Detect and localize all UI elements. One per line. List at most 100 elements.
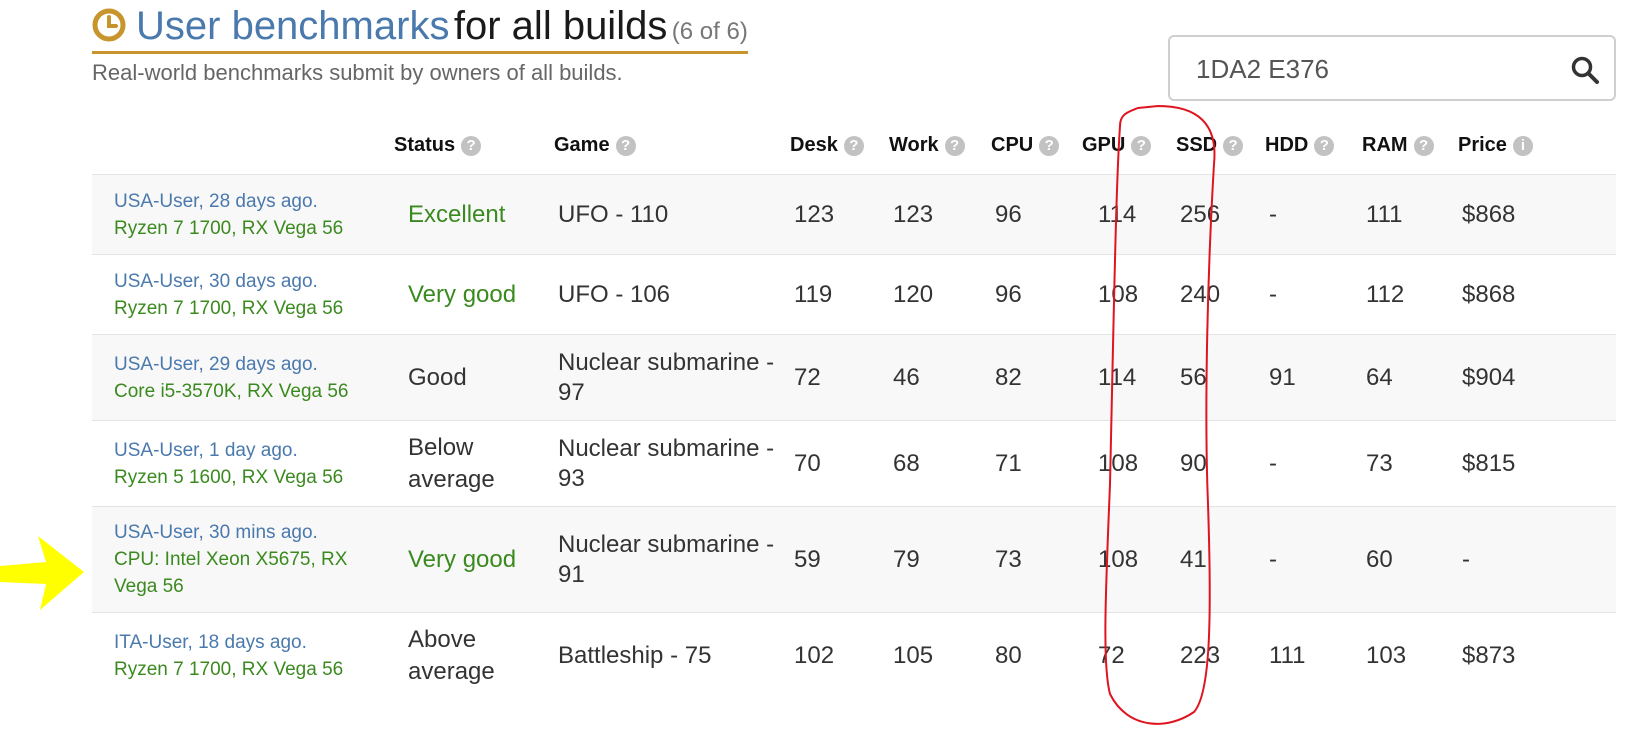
clock-icon xyxy=(92,8,126,47)
help-icon[interactable]: ? xyxy=(1223,136,1244,157)
col-header-status[interactable]: Status? xyxy=(394,118,554,175)
search-icon[interactable] xyxy=(1570,55,1600,90)
help-icon[interactable]: ? xyxy=(1039,136,1060,157)
col-header-game[interactable]: Game? xyxy=(554,118,790,175)
help-icon[interactable]: ? xyxy=(1314,136,1335,157)
search-input[interactable] xyxy=(1194,51,1558,87)
user-cell: USA-User, 28 days ago. Ryzen 7 1700, RX V… xyxy=(92,175,394,255)
help-icon[interactable]: ? xyxy=(944,136,965,157)
desk-cell: 59 xyxy=(794,545,821,573)
user-link[interactable]: USA-User, 28 days ago. xyxy=(114,190,318,212)
ram-cell: 112 xyxy=(1366,280,1405,308)
build-link[interactable]: Ryzen 5 1600, RX Vega 56 xyxy=(114,466,344,488)
col-header-cpu[interactable]: CPU? xyxy=(991,118,1082,175)
price-cell: - xyxy=(1462,545,1470,573)
user-cell: USA-User, 30 days ago. Ryzen 7 1700, RX V… xyxy=(92,255,394,335)
ssd-cell: 56 xyxy=(1180,363,1207,391)
user-cell: USA-User, 30 mins ago. CPU: Intel Xeon X5… xyxy=(92,507,394,613)
gpu-cell: 72 xyxy=(1098,641,1125,669)
hdd-cell: 111 xyxy=(1269,641,1306,669)
build-link[interactable]: Ryzen 7 1700, RX Vega 56 xyxy=(114,658,344,680)
user-link[interactable]: ITA-User, 18 days ago. xyxy=(114,631,307,653)
col-header-desk[interactable]: Desk? xyxy=(790,118,889,175)
status-cell: Excellent xyxy=(408,200,506,228)
ssd-cell: 256 xyxy=(1180,200,1221,228)
build-link[interactable]: Ryzen 7 1700, RX Vega 56 xyxy=(114,297,344,319)
result-count: (6 of 6) xyxy=(671,18,748,45)
col-header-hdd[interactable]: HDD? xyxy=(1265,118,1362,175)
cpu-cell: 73 xyxy=(995,545,1022,573)
game-cell: Nuclear submarine - 97 xyxy=(558,348,775,406)
ram-cell: 73 xyxy=(1366,449,1393,477)
page-header: User benchmarks for all builds (6 of 6) xyxy=(92,4,748,54)
hdd-cell: - xyxy=(1269,545,1277,573)
game-cell: Nuclear submarine - 93 xyxy=(558,434,775,492)
game-cell: UFO - 110 xyxy=(558,200,669,228)
help-icon[interactable]: ? xyxy=(461,136,482,157)
hdd-cell: - xyxy=(1269,280,1277,308)
desk-cell: 102 xyxy=(794,641,835,669)
search-box xyxy=(1168,35,1616,101)
ram-cell: 103 xyxy=(1366,641,1407,669)
game-cell: UFO - 106 xyxy=(558,280,671,308)
user-cell: USA-User, 1 day ago. Ryzen 5 1600, RX Veg… xyxy=(92,421,394,507)
ram-cell: 64 xyxy=(1366,363,1393,391)
user-link[interactable]: USA-User, 30 days ago. xyxy=(114,270,318,292)
benchmarks-table: Status? Game? Desk? Work? CPU? GPU? SSD?… xyxy=(92,118,1616,699)
help-icon[interactable]: ? xyxy=(1413,136,1434,157)
user-link[interactable]: USA-User, 29 days ago. xyxy=(114,353,318,375)
game-cell: Battleship - 75 xyxy=(558,641,712,669)
col-header-work[interactable]: Work? xyxy=(889,118,991,175)
build-link[interactable]: Core i5-3570K, RX Vega 56 xyxy=(114,380,349,402)
help-icon[interactable]: ? xyxy=(615,136,636,157)
game-cell: Nuclear submarine - 91 xyxy=(558,530,775,588)
col-header-ssd[interactable]: SSD? xyxy=(1176,118,1265,175)
info-icon[interactable]: i xyxy=(1512,136,1533,157)
table-row: USA-User, 30 mins ago. CPU: Intel Xeon X5… xyxy=(92,506,1616,613)
table-row: USA-User, 1 day ago. Ryzen 5 1600, RX Veg… xyxy=(92,420,1616,507)
build-link[interactable]: CPU: Intel Xeon X5675, RX Vega 56 xyxy=(114,549,348,597)
user-cell: ITA-User, 18 days ago. Ryzen 7 1700, RX V… xyxy=(92,613,394,699)
ssd-cell: 223 xyxy=(1180,641,1221,669)
hdd-cell: - xyxy=(1269,449,1277,477)
status-cell: Very good xyxy=(408,280,517,308)
title-link[interactable]: User benchmarks xyxy=(136,4,450,48)
col-header-ram[interactable]: RAM? xyxy=(1362,118,1458,175)
desk-cell: 119 xyxy=(794,280,833,308)
price-cell: $868 xyxy=(1462,280,1516,308)
ssd-cell: 41 xyxy=(1180,545,1207,573)
col-header-user xyxy=(92,118,394,175)
desk-cell: 72 xyxy=(794,363,821,391)
ram-cell: 111 xyxy=(1366,200,1403,228)
build-link[interactable]: Ryzen 7 1700, RX Vega 56 xyxy=(114,217,344,239)
help-icon[interactable]: ? xyxy=(843,136,864,157)
price-cell: $868 xyxy=(1462,200,1516,228)
price-cell: $815 xyxy=(1462,449,1516,477)
col-header-gpu[interactable]: GPU? xyxy=(1082,118,1176,175)
red-annotation-loop xyxy=(1104,104,1216,725)
work-cell: 46 xyxy=(893,363,920,391)
table-header-row: Status? Game? Desk? Work? CPU? GPU? SSD?… xyxy=(92,118,1616,175)
col-header-price[interactable]: Price i xyxy=(1458,118,1616,175)
price-cell: $904 xyxy=(1462,363,1516,391)
status-cell: Below average xyxy=(408,433,495,493)
desk-cell: 123 xyxy=(794,200,835,228)
help-icon[interactable]: ? xyxy=(1131,136,1152,157)
page-subtitle: Real-world benchmarks submit by owners o… xyxy=(92,60,623,85)
price-cell: $873 xyxy=(1462,641,1516,669)
work-cell: 68 xyxy=(893,449,920,477)
hdd-cell: - xyxy=(1269,200,1277,228)
status-cell: Very good xyxy=(408,545,517,573)
status-cell: Good xyxy=(408,363,467,391)
cpu-cell: 82 xyxy=(995,363,1022,391)
user-link[interactable]: USA-User, 1 day ago. xyxy=(114,439,298,461)
status-cell: Above average xyxy=(408,625,495,685)
gpu-cell: 108 xyxy=(1098,449,1139,477)
gpu-cell: 114 xyxy=(1098,363,1137,391)
page-title: User benchmarks for all builds (6 of 6) xyxy=(92,4,748,54)
work-cell: 123 xyxy=(893,200,934,228)
work-cell: 120 xyxy=(893,280,934,308)
user-link[interactable]: USA-User, 30 mins ago. xyxy=(114,522,318,543)
ssd-cell: 90 xyxy=(1180,449,1207,477)
work-cell: 79 xyxy=(893,545,920,573)
